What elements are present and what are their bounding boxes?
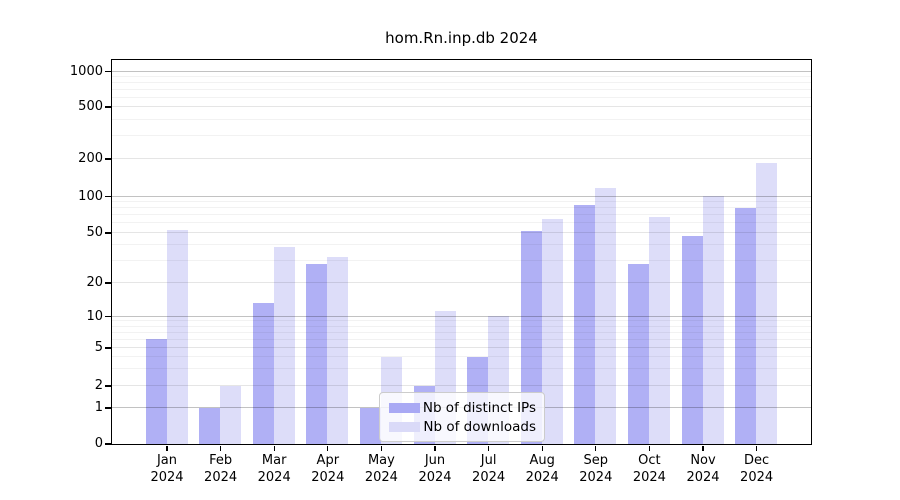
bar-distinct-ips (359, 407, 381, 444)
bar-distinct-ips (520, 231, 542, 444)
x-tick-mark (327, 445, 329, 451)
y-tick-label: 500 (78, 99, 103, 114)
legend-item: Nb of distinct IPs (385, 398, 538, 417)
y-tick-mark (105, 443, 111, 445)
x-tick-label: Oct 2024 (632, 453, 666, 485)
bar-downloads (220, 385, 242, 444)
x-tick-mark (755, 445, 758, 451)
y-tick-label: 200 (78, 151, 103, 166)
x-tick-mark (273, 445, 275, 451)
y-tick-mark (105, 70, 111, 73)
legend: Nb of distinct IPs Nb of downloads (379, 392, 545, 442)
x-tick-label: Jun 2024 (418, 453, 452, 485)
x-tick-mark (541, 445, 543, 451)
bar-downloads (541, 218, 563, 444)
x-tick-mark (702, 445, 704, 451)
x-tick-mark (487, 445, 490, 451)
legend-swatch-downloads (389, 421, 420, 432)
legend-label: Nb of distinct IPs (422, 399, 536, 416)
bar-distinct-ips (627, 264, 649, 444)
gridline-minor (111, 75, 811, 77)
bar-distinct-ips (145, 339, 167, 444)
y-tick-mark (105, 385, 111, 387)
x-tick-label: Jan 2024 (150, 453, 184, 485)
x-tick-mark (434, 445, 436, 451)
x-tick-mark (380, 445, 383, 451)
y-tick-mark (105, 195, 111, 198)
gridline-minor (111, 88, 811, 90)
bar-downloads (648, 217, 670, 444)
bar-downloads (702, 196, 724, 444)
bar-downloads (327, 256, 349, 444)
y-tick-label: 10 (86, 308, 103, 324)
gridline (111, 158, 811, 159)
legend-label: Nb of downloads (423, 418, 536, 435)
legend-swatch-distinct-ips (389, 402, 420, 413)
y-tick-mark (105, 232, 111, 234)
y-tick-mark (105, 106, 111, 108)
y-tick-mark (105, 407, 111, 409)
x-tick-mark (595, 445, 597, 451)
x-tick-mark (166, 445, 168, 451)
y-tick-label: 5 (94, 340, 103, 355)
y-tick-label: 50 (86, 225, 103, 240)
y-tick-mark (105, 315, 111, 318)
x-tick-label: May 2024 (364, 453, 398, 485)
gridline-minor (111, 118, 811, 120)
x-tick-label: Jul 2024 (472, 453, 506, 485)
bar-downloads (166, 230, 188, 444)
y-tick-label: 1000 (69, 63, 103, 79)
x-tick-mark (219, 445, 222, 451)
x-tick-mark (648, 445, 651, 451)
plot-area (110, 58, 812, 445)
gridline (111, 106, 811, 107)
y-tick-label: 20 (86, 275, 103, 290)
bar-downloads (595, 188, 617, 444)
bar-distinct-ips (306, 264, 328, 444)
bar-distinct-ips (199, 407, 221, 444)
x-tick-label: Mar 2024 (257, 453, 291, 485)
y-tick-label: 1 (94, 400, 103, 415)
y-tick-mark (105, 347, 111, 349)
x-tick-label: Aug 2024 (525, 453, 559, 485)
bar-downloads (756, 162, 778, 444)
x-tick-label: Nov 2024 (686, 453, 720, 485)
chart-title: hom.Rn.inp.db 2024 (385, 29, 538, 47)
gridline-minor (111, 81, 811, 83)
x-tick-label: Dec 2024 (740, 453, 774, 485)
legend-item: Nb of downloads (385, 417, 538, 436)
gridline-minor (111, 135, 811, 136)
y-tick-label: 100 (78, 188, 103, 204)
gridline-major (111, 70, 811, 72)
x-tick-label: Apr 2024 (311, 453, 345, 485)
bar-downloads (273, 247, 295, 444)
bar-distinct-ips (735, 207, 757, 444)
bar-distinct-ips (681, 235, 703, 444)
x-tick-label: Feb 2024 (204, 453, 238, 485)
gridline-minor (111, 96, 811, 98)
y-tick-label: 2 (94, 378, 103, 393)
y-tick-mark (105, 282, 111, 284)
y-tick-label: 0 (94, 436, 103, 451)
x-tick-label: Sep 2024 (579, 453, 613, 485)
y-tick-mark (105, 158, 111, 160)
bar-distinct-ips (574, 204, 596, 444)
bar-distinct-ips (252, 303, 274, 444)
